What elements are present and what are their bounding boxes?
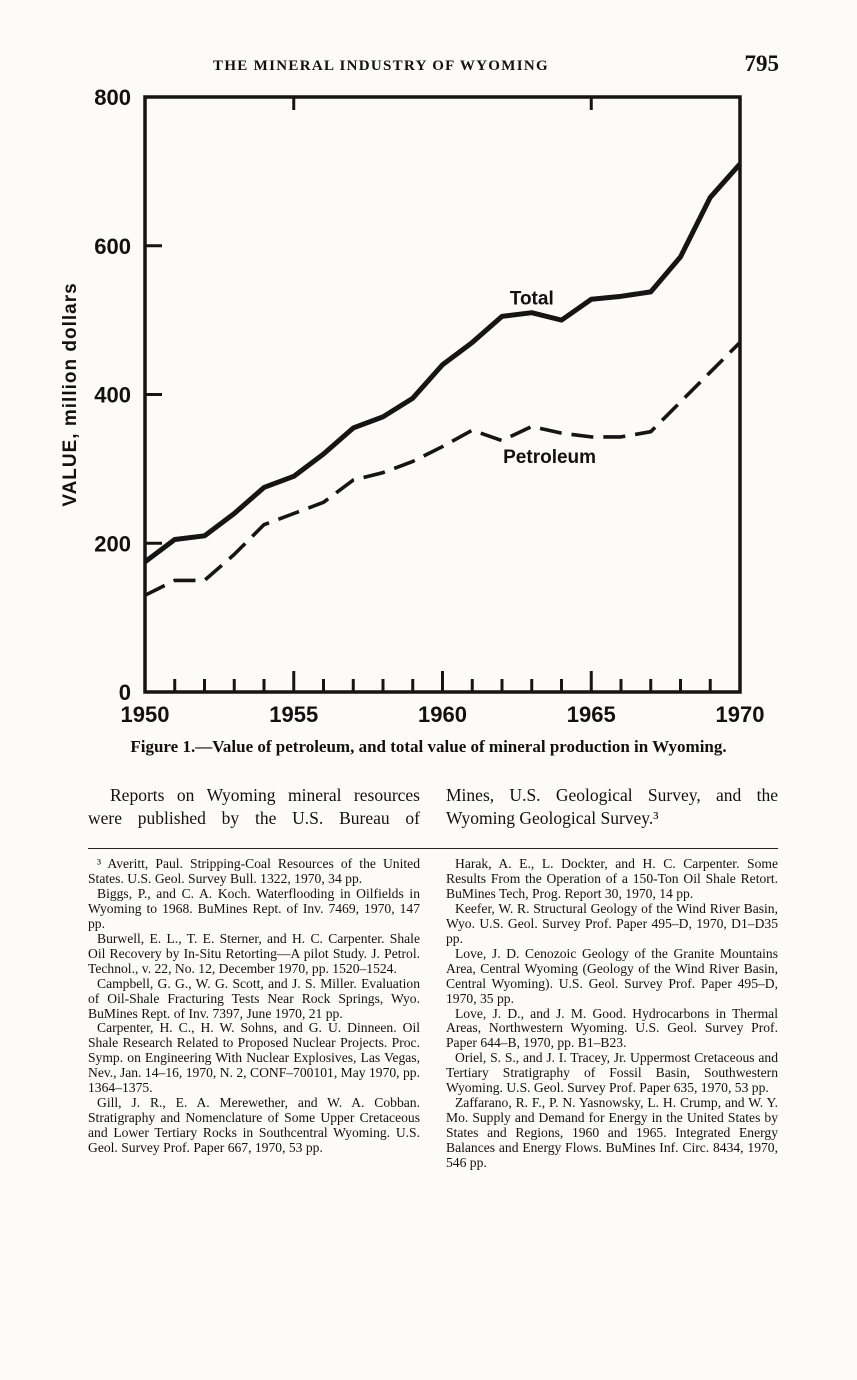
running-head: THE MINERAL INDUSTRY OF WYOMING 795 <box>60 51 797 88</box>
footnotes-left: ³ Averitt, Paul. Stripping-Coal Resource… <box>88 856 420 1171</box>
svg-text:Petroleum: Petroleum <box>503 447 596 468</box>
footnotes-right: Harak, A. E., L. Dockter, and H. C. Carp… <box>446 856 778 1171</box>
footnote-entry: Love, J. D. Cenozoic Geology of the Gran… <box>446 945 778 1006</box>
figure-chart: 0 200 400 600 800 1950 1955 1960 1965 1970 Total Pe… <box>50 85 770 738</box>
body-paragraph-left: Reports on Wyoming mineral resources wer… <box>88 785 420 829</box>
svg-text:Total: Total <box>510 288 554 309</box>
svg-text:1955: 1955 <box>269 702 318 727</box>
svg-text:1970: 1970 <box>716 702 765 727</box>
figure-caption: Figure 1.—Value of petroleum, and total … <box>130 737 727 756</box>
footnote-entry: Burwell, E. L., T. E. Sterner, and H. C.… <box>88 930 420 976</box>
footnote-entry: Zaffarano, R. F., P. N. Yasnowsky, L. H.… <box>446 1095 778 1171</box>
footnote-entry: Keefer, W. R. Structural Geology of the … <box>446 900 778 946</box>
footnotes: ³ Averitt, Paul. Stripping-Coal Resource… <box>88 856 778 1171</box>
body-text: Reports on Wyoming mineral resources wer… <box>88 784 778 830</box>
svg-text:200: 200 <box>94 531 131 556</box>
footnote-entry: Biggs, P., and C. A. Koch. Waterflooding… <box>88 885 420 931</box>
footnote-entry: Campbell, G. G., W. G. Scott, and J. S. … <box>88 975 420 1021</box>
svg-text:600: 600 <box>94 234 131 259</box>
svg-text:0: 0 <box>119 680 131 705</box>
running-title: THE MINERAL INDUSTRY OF WYOMING <box>213 58 549 74</box>
footnote-entry: Oriel, S. S., and J. I. Tracey, Jr. Uppe… <box>446 1050 778 1096</box>
svg-text:1965: 1965 <box>567 702 616 727</box>
footnote-separator <box>88 848 778 849</box>
footnote-entry: Love, J. D., and J. M. Good. Hydrocarbon… <box>446 1005 778 1051</box>
svg-text:1950: 1950 <box>121 702 170 727</box>
svg-text:400: 400 <box>94 383 131 408</box>
footnote-entry: ³ Averitt, Paul. Stripping-Coal Resource… <box>88 856 420 886</box>
svg-text:VALUE, million dollars: VALUE, million dollars <box>60 282 81 506</box>
footnote-entry: Carpenter, H. C., H. W. Sohns, and G. U.… <box>88 1020 420 1096</box>
footnote-entry: Gill, J. R., E. A. Merewether, and W. A.… <box>88 1095 420 1156</box>
svg-text:800: 800 <box>94 88 131 110</box>
body-paragraph-right: Mines, U.S. Geological Survey, and the W… <box>446 785 778 829</box>
svg-text:1960: 1960 <box>418 702 467 727</box>
line-chart-svg: 0 200 400 600 800 1950 1955 1960 1965 1970 Total Pe… <box>60 85 765 727</box>
page-number: 795 <box>744 51 780 76</box>
footnote-entry: Harak, A. E., L. Dockter, and H. C. Carp… <box>446 856 778 901</box>
